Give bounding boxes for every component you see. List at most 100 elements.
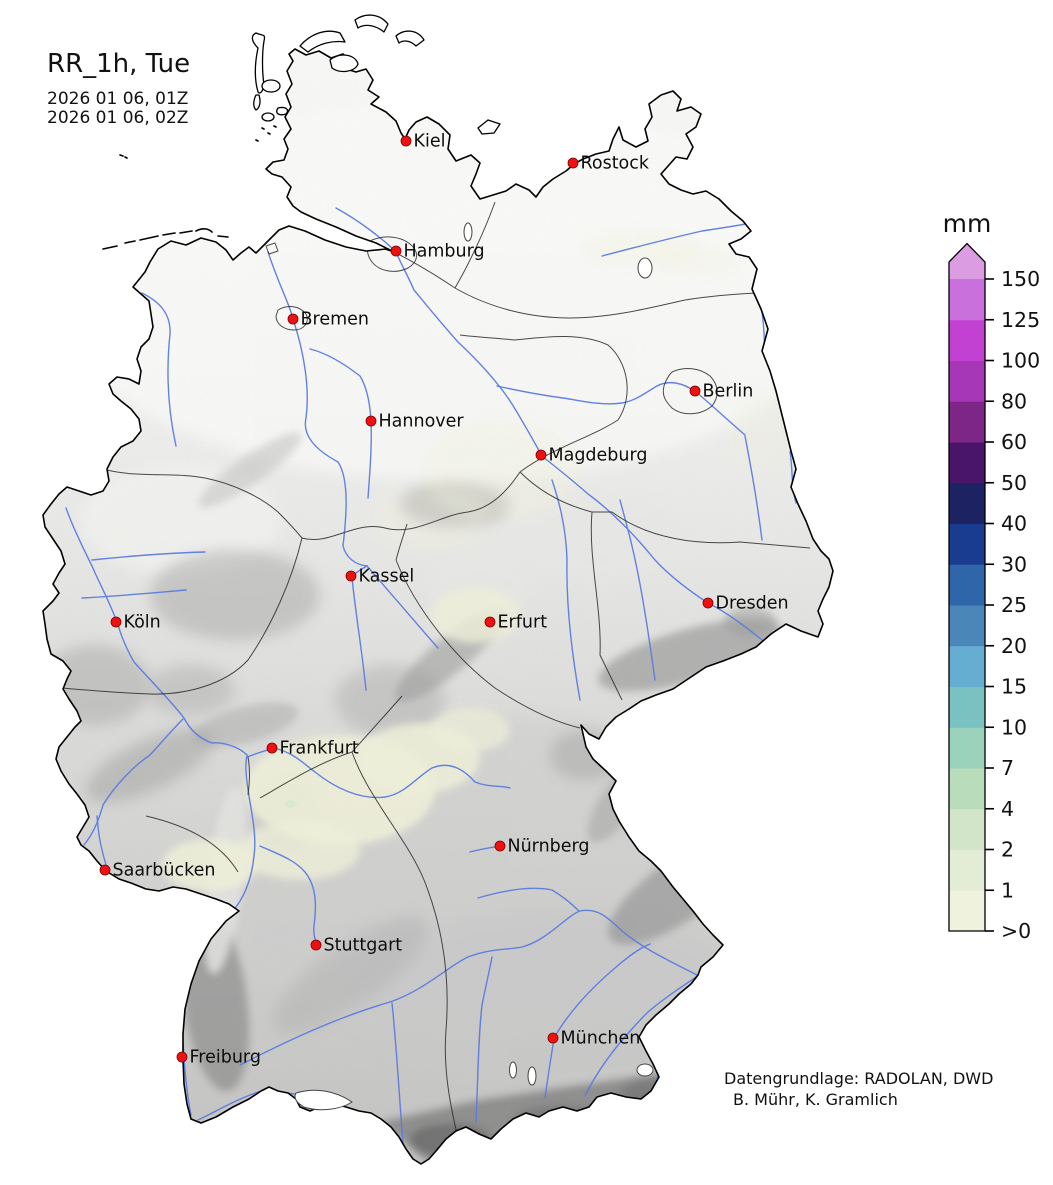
city-label: Erfurt — [498, 613, 548, 633]
city-label: Saarbücken — [113, 861, 216, 881]
danish-coast-1 — [299, 30, 346, 53]
river-altmuehl — [477, 887, 580, 912]
border-st-th-sn — [519, 471, 623, 701]
city-marker-frankfurt: Frankfurt — [266, 739, 359, 759]
date-line-end: 2026 01 06, 02Z — [47, 108, 189, 128]
city-label: Bremen — [301, 310, 370, 330]
river-saale — [551, 479, 581, 701]
city-dot — [484, 616, 496, 628]
colorbar-tick-label: 80 — [1001, 389, 1027, 413]
city-label: Frankfurt — [280, 739, 359, 759]
danish-island-als — [329, 54, 359, 73]
border-ni-nrw — [106, 469, 303, 539]
colorbar-segment-50 — [949, 442, 985, 484]
city-dot — [494, 840, 506, 852]
city-marker-rostock: Rostock — [567, 154, 650, 174]
border-rp-saarland — [145, 815, 239, 873]
city-marker-erfurt: Erfurt — [484, 613, 548, 633]
lake-chiemsee — [636, 1063, 654, 1077]
page-title: RR_1h, Tue — [47, 49, 191, 79]
river-lech — [475, 956, 493, 1123]
city-label: Freiburg — [190, 1048, 261, 1068]
colorbar-tick-label: 10 — [1001, 715, 1027, 739]
border-th-he-by — [395, 523, 581, 729]
city-marker-freiburg: Freiburg — [176, 1048, 261, 1068]
colorbar-tick-label: 50 — [1001, 471, 1027, 495]
border-he-bw — [259, 751, 353, 799]
city-dot — [390, 245, 402, 257]
river-ems — [141, 292, 177, 447]
islands-and-lakes — [102, 14, 654, 1111]
colorbar-tick-label: 150 — [1001, 267, 1040, 291]
colorbar-tick-label: 1 — [1001, 878, 1014, 902]
city-dot — [689, 385, 701, 397]
city-marker-m-nchen: München — [547, 1029, 641, 1049]
colorbar-segment-4 — [949, 768, 985, 810]
colorbar-segment-125 — [949, 279, 985, 321]
river-havel-spree — [496, 381, 746, 436]
border-rp-he — [247, 756, 250, 796]
island-pellworm — [261, 112, 275, 122]
city-marker-saarb-cken: Saarbücken — [99, 861, 216, 881]
colorbar-tick-label: 15 — [1001, 675, 1027, 699]
border-st-bb — [459, 334, 628, 473]
city-dot — [310, 939, 322, 951]
river-fulda — [351, 565, 368, 691]
river-lippe — [91, 551, 206, 561]
city-dot — [365, 415, 377, 427]
city-marker-kiel: Kiel — [400, 132, 445, 152]
city-dot — [176, 1051, 188, 1063]
city-label: Hamburg — [404, 242, 485, 262]
colorbar-tick-label: 30 — [1001, 552, 1027, 576]
lake-ammersee — [509, 1061, 517, 1079]
colorbar-tick-label: 100 — [1001, 349, 1040, 373]
attribution-source: Datengrundlage: RADOLAN, DWD — [724, 1069, 994, 1088]
island-amrum — [253, 94, 261, 111]
city-marker-k-ln: Köln — [110, 613, 161, 633]
lake-schwerin — [463, 222, 473, 242]
city-marker-dresden: Dresden — [702, 594, 789, 614]
lake-starnberg — [527, 1066, 537, 1086]
river-peene — [601, 221, 757, 257]
colorbar-unit-label: mm — [943, 209, 992, 238]
colorbar-segment-2 — [949, 808, 985, 850]
city-dot — [535, 449, 547, 461]
river-inn — [584, 976, 697, 1097]
city-dot — [702, 597, 714, 609]
colorbar-tick-label: 4 — [1001, 797, 1014, 821]
river-isar — [544, 943, 651, 1099]
city-marker-hamburg: Hamburg — [390, 242, 485, 262]
city-marker-magdeburg: Magdeburg — [535, 446, 648, 466]
colorbar-tick-label: 20 — [1001, 634, 1027, 658]
colorbar-segment-gt0 — [949, 890, 985, 932]
header: RR_1h, Tue 2026 01 06, 01Z 2026 01 06, 0… — [47, 49, 190, 128]
danish-coast-3 — [395, 30, 425, 47]
river-iller — [391, 1002, 405, 1156]
colorbar: >0 1 2 4 7 10 15 20 25 30 40 50 60 80 100 125 150 mm — [943, 209, 1041, 943]
lake-constance — [294, 1089, 353, 1111]
city-label: Dresden — [716, 594, 789, 614]
city-dot — [287, 313, 299, 325]
city-label: Nürnberg — [508, 837, 590, 857]
colorbar-segment-40 — [949, 482, 985, 524]
city-dot — [266, 742, 278, 754]
city-label: München — [561, 1029, 641, 1049]
east-frisian-islands — [102, 228, 229, 250]
colorbar-tick-label: 7 — [1001, 756, 1014, 780]
river-elbe — [335, 207, 763, 641]
lake-mueritz — [637, 257, 653, 279]
border-he-by-north — [351, 695, 403, 753]
city-label: Rostock — [581, 154, 650, 174]
colorbar-tick-label: 125 — [1001, 308, 1040, 332]
city-label: Hannover — [379, 412, 465, 432]
border-mv-bb — [454, 287, 758, 319]
valid-time-range: 2026 01 06, 01Z 2026 01 06, 02Z — [47, 90, 190, 128]
colorbar-segment-60 — [949, 401, 985, 443]
colorbar-overflow-arrow — [949, 243, 985, 279]
colorbar-segment-10 — [949, 686, 985, 728]
city-dot — [110, 616, 122, 628]
city-marker-stuttgart: Stuttgart — [310, 936, 402, 956]
